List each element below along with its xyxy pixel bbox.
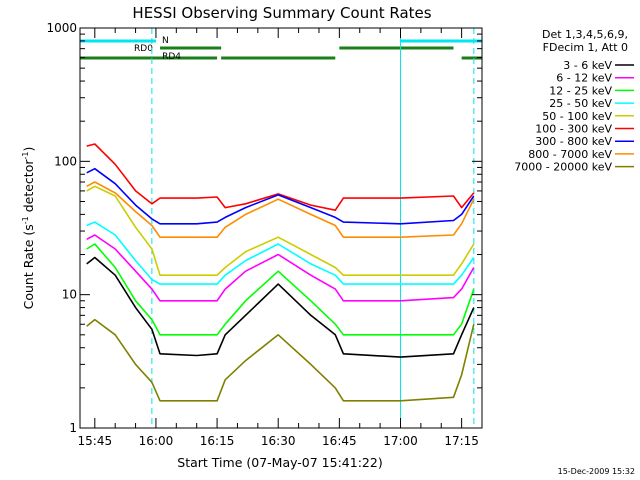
x-axis-label: Start Time (07-May-07 15:41:22)	[177, 455, 382, 470]
data-series	[86, 143, 475, 402]
x-tick-label: 16:30	[261, 434, 296, 448]
series-line	[86, 318, 475, 402]
legend-label: 6 - 12 keV	[556, 72, 612, 85]
x-tick-label: 16:45	[322, 434, 357, 448]
series-line	[86, 256, 475, 358]
series-line	[86, 143, 475, 211]
flag-label-n: N	[162, 36, 169, 46]
plot-frame	[79, 27, 483, 429]
x-tick-label: 16:00	[139, 434, 174, 448]
x-tick-label: 16:15	[200, 434, 235, 448]
x-axis: 15:45 16:00 16:15 16:30 16:45 17:00 17:15	[78, 28, 483, 448]
x-tick-label: 17:00	[383, 434, 418, 448]
legend-label: 12 - 25 keV	[549, 84, 612, 97]
series-line	[86, 221, 475, 285]
series-line	[86, 234, 475, 302]
legend-label: 800 - 7000 keV	[528, 148, 612, 161]
series-line	[86, 167, 475, 225]
legend: Det 1,3,4,5,6,9, FDecim 1, Att 0 3 - 6 k…	[514, 28, 634, 174]
series-line	[86, 185, 475, 277]
legend-label: 100 - 300 keV	[535, 123, 612, 136]
y-axis: 1 10 100 1000	[46, 21, 482, 435]
y-axis-label: Count Rate (s-1 detector-1)	[21, 147, 36, 310]
flag-label-rd4: RD4	[162, 52, 181, 62]
series-line	[86, 181, 475, 238]
series-line	[86, 243, 475, 336]
x-tick-label: 17:15	[444, 434, 479, 448]
legend-label: 7000 - 20000 keV	[514, 161, 612, 174]
legend-label: 3 - 6 keV	[563, 59, 612, 72]
flag-label-rd0: RD0	[134, 44, 153, 54]
y-tick-label: 1000	[46, 21, 77, 35]
legend-label: 300 - 800 keV	[535, 135, 612, 148]
legend-label: 25 - 50 keV	[549, 97, 612, 110]
legend-label: 50 - 100 keV	[542, 110, 612, 123]
y-tick-label: 1	[69, 421, 77, 435]
timestamp: 15-Dec-2009 15:32	[558, 467, 635, 476]
legend-header-2: FDecim 1, Att 0	[543, 41, 628, 54]
y-tick-label: 100	[54, 154, 77, 168]
flag-bars: N RD0 RD4	[80, 36, 482, 62]
legend-header-1: Det 1,3,4,5,6,9,	[542, 28, 628, 41]
x-tick-label: 15:45	[78, 434, 113, 448]
chart-title: HESSI Observing Summary Count Rates	[132, 4, 431, 22]
y-tick-label: 10	[62, 288, 77, 302]
